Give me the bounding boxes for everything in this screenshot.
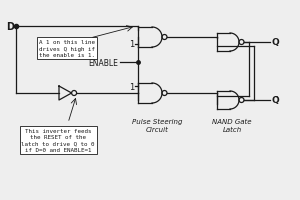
Text: 1: 1 [129,40,135,49]
Text: Q̄: Q̄ [272,96,280,105]
Text: Q: Q [272,38,280,47]
Text: This inverter feeds
the RESET of the
latch to drive Q to 0
if D=0 and ENABLE=1: This inverter feeds the RESET of the lat… [21,128,95,153]
Text: D: D [6,22,14,32]
Text: ENABLE: ENABLE [88,58,118,67]
Text: Pulse Steering
Circuit: Pulse Steering Circuit [132,118,182,132]
Text: A 1 on this line
drives Q high if
the enable is 1.: A 1 on this line drives Q high if the en… [39,40,95,58]
Text: NAND Gate
Latch: NAND Gate Latch [212,118,252,132]
Text: 1: 1 [129,82,135,91]
